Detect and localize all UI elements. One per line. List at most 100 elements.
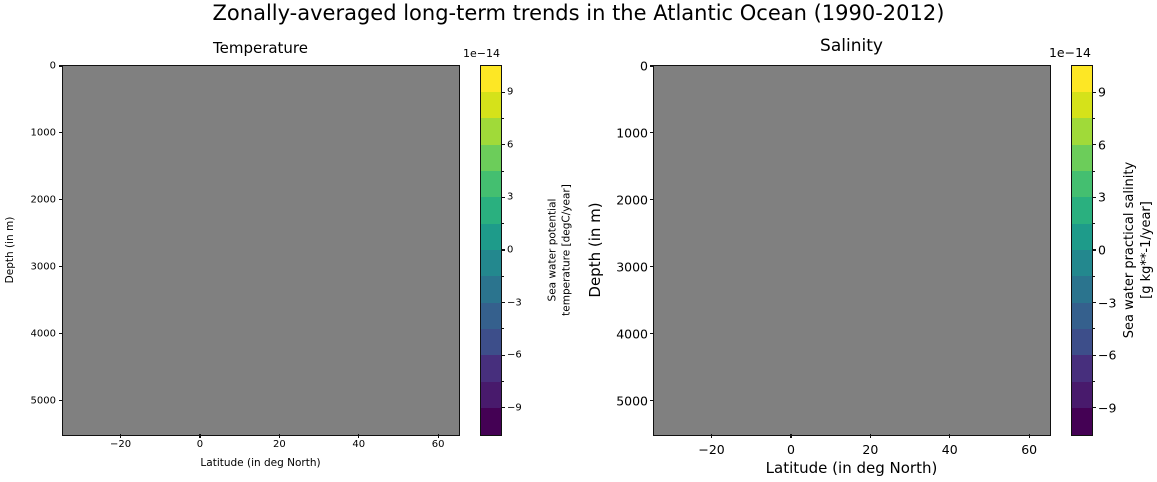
salinity-plot-area <box>652 64 1051 436</box>
x-tick-mark <box>790 434 792 438</box>
salinity-x-axis-label: Latitude (in deg North) <box>765 459 938 477</box>
colorbar-band <box>480 91 501 119</box>
y-tick-label: 5000 <box>616 393 648 409</box>
temperature-colorbar-offset-label: 1e−14 <box>463 47 500 60</box>
x-tick-label: 0 <box>196 439 204 450</box>
colorbar-tick-label: −9 <box>507 402 522 414</box>
x-tick-label: 40 <box>941 442 958 457</box>
colorbar-tick-mark <box>1092 407 1096 409</box>
y-tick-mark <box>59 199 63 201</box>
colorbar-band <box>480 197 501 224</box>
y-tick-label: 4000 <box>616 326 648 342</box>
colorbar-tick-mark <box>501 301 505 304</box>
colorbar-tick-label: 3 <box>507 191 514 203</box>
x-tick-label: −20 <box>698 442 725 457</box>
colorbar-tick-label: −6 <box>507 349 522 361</box>
colorbar-band <box>1071 276 1092 303</box>
colorbar-band <box>480 65 501 92</box>
y-tick-label: 4000 <box>30 328 56 340</box>
salinity-colorbar-label: Sea water practical salinity [g kg**-1/y… <box>1122 162 1156 338</box>
colorbar-minor-tick-mark <box>501 380 504 382</box>
colorbar-band <box>1071 197 1092 224</box>
colorbar-minor-tick-mark <box>1092 328 1095 330</box>
colorbar-tick-label: 6 <box>507 139 514 151</box>
colorbar-band <box>480 329 501 356</box>
x-tick-label: 20 <box>862 442 879 457</box>
y-tick-label: 1000 <box>30 127 56 139</box>
y-tick-mark <box>650 266 654 268</box>
colorbar-tick-mark <box>501 144 505 146</box>
y-tick-label: 5000 <box>30 395 56 407</box>
x-tick-mark <box>949 434 951 438</box>
colorbar-band <box>480 276 501 303</box>
colorbar-tick-mark <box>501 249 505 251</box>
x-tick-mark <box>358 434 360 438</box>
salinity-y-axis-label: Depth (in m) <box>586 202 604 298</box>
y-tick-mark <box>59 65 63 67</box>
colorbar-tick-mark <box>1092 196 1096 199</box>
colorbar-band <box>1071 118 1092 145</box>
colorbar-minor-tick-mark <box>1092 380 1095 382</box>
x-tick-mark <box>710 434 713 438</box>
colorbar-tick-mark <box>1092 301 1096 304</box>
colorbar-band <box>1071 223 1092 251</box>
colorbar-band <box>480 223 501 251</box>
colorbar-tick-label: −3 <box>507 297 522 309</box>
colorbar-label-line-1: Sea water practical salinity <box>1122 161 1138 339</box>
colorbar-band <box>1071 329 1092 356</box>
colorbar-tick-label: 0 <box>1098 242 1106 258</box>
colorbar-minor-tick-mark <box>1092 275 1095 277</box>
y-tick-label: 2000 <box>30 194 56 206</box>
salinity-colorbar-offset-label: 1e−14 <box>1048 45 1091 60</box>
x-tick-label: 0 <box>786 442 795 457</box>
colorbar-tick-label: −6 <box>1098 347 1117 363</box>
colorbar-tick-mark <box>1092 249 1096 251</box>
figure-title: Zonally-averaged long-term trends in the… <box>212 1 945 25</box>
x-tick-mark <box>119 434 122 438</box>
salinity-title: Salinity <box>820 36 883 56</box>
x-tick-label: 40 <box>352 439 366 450</box>
y-tick-label: 2000 <box>616 192 648 208</box>
colorbar-minor-tick-mark <box>501 223 504 225</box>
colorbar-band <box>1071 91 1092 119</box>
x-tick-label: 60 <box>1021 442 1038 457</box>
y-tick-label: 3000 <box>616 259 648 275</box>
temperature-plot-area <box>61 64 460 436</box>
colorbar-band <box>480 250 501 277</box>
x-tick-mark <box>278 434 280 438</box>
colorbar-tick-mark <box>501 196 505 199</box>
colorbar-band <box>480 355 501 382</box>
y-tick-mark <box>650 65 654 67</box>
colorbar-tick-mark <box>1092 144 1096 146</box>
colorbar-band <box>1071 408 1092 435</box>
temperature-x-axis-label: Latitude (in deg North) <box>200 457 321 469</box>
colorbar-band <box>480 170 501 198</box>
y-tick-mark <box>59 132 63 134</box>
x-tick-mark <box>1028 434 1030 438</box>
x-tick-mark <box>199 434 201 438</box>
colorbar-band <box>1071 381 1092 409</box>
colorbar-band <box>1071 65 1092 92</box>
colorbar-minor-tick-mark <box>501 170 504 172</box>
colorbar-minor-tick-mark <box>501 328 504 330</box>
colorbar-band <box>480 381 501 409</box>
colorbar-minor-tick-mark <box>501 275 504 277</box>
colorbar-tick-label: −9 <box>1098 400 1117 416</box>
x-tick-mark <box>869 434 871 438</box>
salinity-colorbar <box>1070 64 1093 436</box>
x-tick-label: 20 <box>272 439 286 450</box>
y-tick-label: 0 <box>640 58 648 74</box>
colorbar-tick-label: 6 <box>1098 137 1106 153</box>
colorbar-tick-label: 3 <box>1098 189 1106 205</box>
colorbar-tick-mark <box>501 354 505 356</box>
colorbar-band <box>480 144 501 171</box>
colorbar-band <box>480 408 501 435</box>
x-tick-label: −20 <box>110 439 132 450</box>
colorbar-band <box>1071 355 1092 382</box>
colorbar-tick-label: 9 <box>507 86 514 98</box>
x-tick-mark <box>437 434 439 438</box>
y-tick-mark <box>650 333 654 335</box>
